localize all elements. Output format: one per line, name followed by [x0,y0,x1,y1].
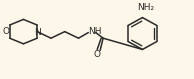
Text: N: N [34,28,41,37]
Text: O: O [2,27,9,36]
Text: NH₂: NH₂ [137,3,154,12]
Text: NH: NH [88,27,102,36]
Text: O: O [94,50,101,59]
